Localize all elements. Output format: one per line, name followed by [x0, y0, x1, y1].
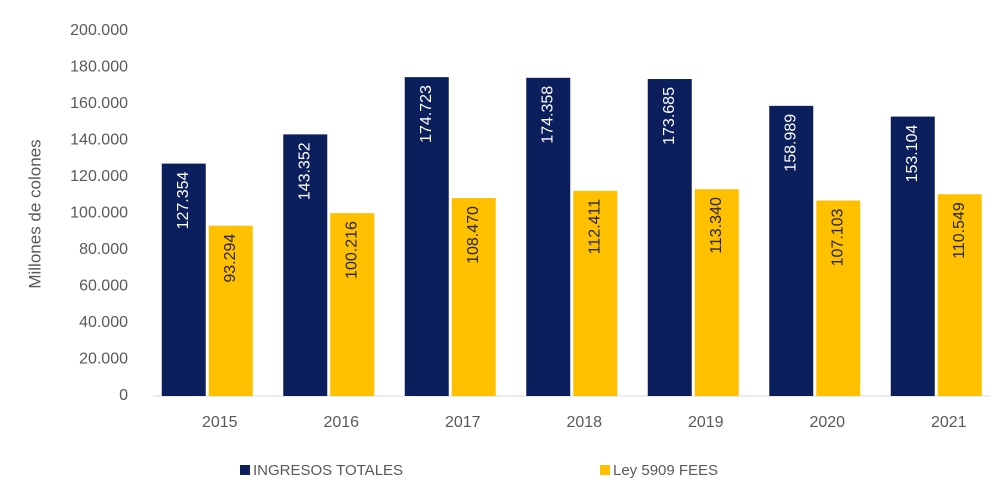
bar [330, 213, 375, 396]
x-tick-label: 2018 [566, 414, 602, 431]
legend-swatch [240, 465, 250, 475]
bar [404, 77, 449, 396]
bar [890, 116, 935, 396]
bar [647, 79, 692, 396]
legend-swatch [600, 465, 610, 475]
legend-label: Ley 5909 FEES [613, 462, 718, 479]
data-label: 174.723 [418, 85, 435, 143]
y-tick-label: 40.000 [79, 314, 128, 331]
bar [161, 163, 206, 396]
y-tick-label: 60.000 [79, 278, 128, 295]
x-tick-label: 2017 [445, 414, 481, 431]
data-label: 107.103 [829, 208, 846, 266]
bar [451, 198, 496, 396]
x-tick-label: 2016 [323, 414, 359, 431]
bar [208, 225, 253, 396]
y-tick-label: 80.000 [79, 241, 128, 258]
data-label: 100.216 [343, 221, 360, 279]
y-tick-label: 0 [119, 387, 128, 404]
y-tick-label: 100.000 [70, 205, 128, 222]
x-tick-label: 2015 [202, 414, 238, 431]
x-tick-label: 2019 [688, 414, 724, 431]
bar [573, 190, 618, 396]
legend-label: INGRESOS TOTALES [253, 462, 403, 479]
y-tick-label: 200.000 [70, 22, 128, 39]
data-label: 110.549 [951, 202, 968, 259]
bar [526, 77, 571, 396]
y-tick-label: 180.000 [70, 59, 128, 76]
y-tick-label: 120.000 [70, 168, 128, 185]
data-label: 153.104 [904, 124, 921, 182]
data-label: 93.294 [222, 234, 239, 283]
data-label: 113.340 [708, 197, 725, 254]
bar [816, 200, 861, 396]
data-label: 108.470 [465, 206, 482, 264]
y-tick-label: 20.000 [79, 351, 128, 368]
bar [694, 189, 739, 396]
y-tick-label: 140.000 [70, 132, 128, 149]
y-tick-label: 160.000 [70, 95, 128, 112]
data-label: 112.411 [586, 199, 603, 255]
bar [283, 134, 328, 396]
x-tick-label: 2020 [809, 414, 845, 431]
data-label: 173.685 [661, 87, 678, 145]
bar [937, 194, 982, 396]
data-label: 127.354 [175, 171, 192, 229]
data-label: 143.352 [296, 142, 313, 200]
bar [769, 105, 814, 396]
y-axis-label: Millones de colones [25, 139, 44, 288]
data-label: 158.989 [782, 114, 799, 172]
data-label: 174.358 [539, 86, 556, 144]
x-tick-label: 2021 [931, 414, 967, 431]
